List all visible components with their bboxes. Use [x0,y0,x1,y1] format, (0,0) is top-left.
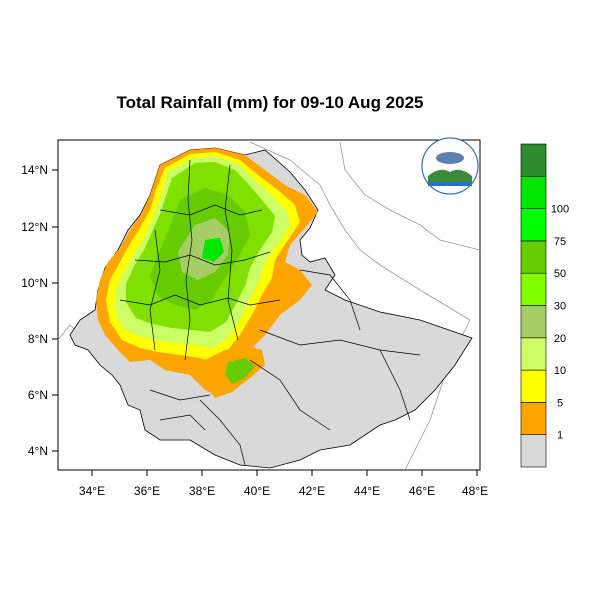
y-tick-label: 12°N [21,220,48,234]
colorbar-label: 1 [557,430,563,442]
colorbar-swatch [520,272,547,306]
colorbar-label: 20 [554,333,566,345]
admin-boundaries [119,159,421,466]
rain-zone-south-green [225,358,255,384]
x-tick-label: 36°E [134,484,160,498]
map-title: Total Rainfall (mm) for 09-10 Aug 2025 [116,93,424,112]
x-tick-label: 40°E [244,484,270,498]
y-tick-label: 4°N [28,444,48,458]
colorbar-label: 30 [554,301,566,313]
colorbar-swatch [520,240,547,274]
y-tick-label: 14°N [21,163,48,177]
colorbar-label: 10 [554,365,566,377]
y-axis [52,169,58,452]
y-tick-label: 10°N [21,276,48,290]
x-tick-labels: 34°E 36°E 38°E 40°E 42°E 44°E 46°E 48°E [79,484,488,498]
colorbar-label: 100 [551,204,569,216]
x-axis [91,470,478,476]
colorbar-swatch [520,143,547,177]
colorbar-swatch [520,369,547,403]
colorbar: 1 5 10 20 30 50 75 100 [520,143,569,468]
y-tick-label: 8°N [28,332,48,346]
y-tick-label: 6°N [28,388,48,402]
colorbar-swatch [520,305,547,339]
agency-logo [421,137,479,195]
x-tick-label: 42°E [299,484,325,498]
colorbar-label: 50 [554,268,566,280]
colorbar-label: 75 [554,236,566,248]
colorbar-swatch [520,337,547,371]
x-tick-label: 46°E [409,484,435,498]
colorbar-swatch [520,176,547,209]
colorbar-swatch [520,434,547,468]
y-tick-labels: 14°N 12°N 10°N 8°N 6°N 4°N [21,163,48,458]
x-tick-label: 38°E [189,484,215,498]
colorbar-label: 5 [557,397,563,409]
x-tick-label: 48°E [462,484,488,498]
x-tick-label: 44°E [354,484,380,498]
colorbar-swatch [520,402,547,435]
x-tick-label: 34°E [79,484,105,498]
colorbar-swatch [520,208,547,242]
rain-zone-75-100 [202,238,224,262]
